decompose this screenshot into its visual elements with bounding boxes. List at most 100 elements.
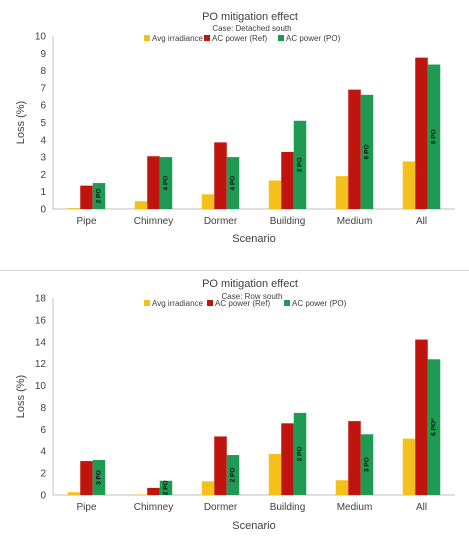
bar: [134, 201, 148, 209]
y-tick-label: 2: [40, 469, 46, 480]
bar: [80, 461, 93, 495]
bar: [427, 359, 441, 495]
chart-svg: PO mitigation effect Case: Row south Avg i…: [15, 278, 455, 532]
chart-row-south: PO mitigation effect Case: Row south Avg i…: [0, 272, 469, 550]
bar-data-label: 2 PO: [163, 480, 170, 495]
bar: [201, 194, 215, 209]
bar: [348, 89, 361, 209]
chart-title: PO mitigation effect: [202, 11, 298, 23]
y-tick-label: 16: [35, 315, 47, 326]
x-axis-title: Scenario: [232, 520, 275, 532]
y-tick-label: 2: [40, 170, 46, 181]
legend-swatch: [144, 300, 150, 306]
bar: [159, 157, 173, 209]
y-tick-label: 4: [40, 135, 46, 146]
bar-data-label: 2 PO: [297, 157, 304, 172]
x-tick-label: Pipe: [76, 216, 96, 227]
legend-swatch: [278, 35, 284, 41]
y-tick-label: 10: [35, 381, 47, 392]
y-tick-label: 18: [35, 294, 47, 305]
legend-swatch: [144, 35, 150, 41]
bar: [281, 423, 294, 495]
bar: [214, 142, 227, 209]
bar-data-label: 3 PO: [364, 457, 371, 472]
x-tick-label: Pipe: [76, 502, 96, 513]
bar: [268, 180, 282, 209]
bar: [92, 183, 106, 209]
chart-title: PO mitigation effect: [202, 278, 298, 290]
bar: [360, 94, 374, 209]
y-tick-label: 1: [40, 187, 46, 198]
bar: [402, 438, 416, 495]
bar: [226, 157, 240, 209]
bar: [226, 455, 240, 495]
bar: [134, 494, 148, 495]
bar-data-label: 2 PO: [230, 468, 237, 483]
y-tick-label: 9: [40, 49, 46, 60]
legend-label: AC power (PO): [292, 299, 347, 308]
x-tick-label: Building: [270, 502, 306, 513]
bar-data-label: 6 PO*: [431, 418, 438, 436]
y-tick-label: 6: [40, 101, 46, 112]
bar-data-label: 4 PO: [163, 176, 170, 191]
y-tick-label: 5: [40, 118, 46, 129]
y-tick-label: 14: [35, 337, 47, 348]
legend-label: AC power (Ref): [215, 299, 270, 308]
bar: [415, 57, 428, 209]
bar: [159, 480, 173, 495]
y-tick-label: 0: [40, 491, 46, 502]
legend-label: AC power (Ref): [212, 34, 267, 43]
y-tick-label: 6: [40, 425, 46, 436]
bar: [67, 492, 81, 495]
bar: [360, 434, 374, 495]
legend-swatch: [284, 300, 290, 306]
y-axis-title: Loss (%): [15, 101, 27, 144]
bar: [415, 339, 428, 495]
bar-data-label: 4 PO: [230, 176, 237, 191]
y-tick-label: 0: [40, 205, 46, 216]
bar: [201, 481, 215, 495]
bar: [348, 421, 361, 495]
y-tick-label: 3: [40, 153, 46, 164]
x-tick-label: Chimney: [134, 216, 173, 227]
bar: [268, 453, 282, 495]
bar: [281, 151, 294, 209]
x-tick-label: All: [416, 502, 427, 513]
bar-data-label: 2 PO: [96, 189, 103, 204]
bar: [335, 480, 349, 495]
bar: [293, 120, 307, 209]
y-tick-label: 8: [40, 403, 46, 414]
bar: [214, 436, 227, 495]
chart-subtitle: Case: Row south: [222, 292, 283, 301]
bar-data-label: 2 PO: [297, 447, 304, 462]
chart-detached-south: PO mitigation effect Case: Detached south…: [0, 0, 469, 270]
bar-data-label: 3 PO: [96, 470, 103, 485]
bar: [67, 208, 81, 209]
bar: [402, 161, 416, 209]
bar: [80, 185, 93, 209]
y-tick-label: 7: [40, 83, 46, 94]
bar: [335, 176, 349, 209]
bar-data-label: 8 PO: [431, 129, 438, 144]
y-tick-label: 4: [40, 447, 46, 458]
x-tick-label: Chimney: [134, 502, 173, 513]
legend-label: AC power (PO): [286, 34, 341, 43]
bar-data-label: 6 PO: [364, 145, 371, 160]
legend-label: Avg irradiance: [152, 34, 204, 43]
bar: [147, 156, 160, 209]
legend-swatch: [207, 300, 213, 306]
legend-swatch: [204, 35, 210, 41]
bar: [147, 487, 160, 495]
bar: [92, 459, 106, 495]
chart-divider: [0, 270, 469, 271]
bar: [293, 412, 307, 495]
x-tick-label: Building: [270, 216, 306, 227]
chart-subtitle: Case: Detached south: [212, 24, 291, 33]
bar: [427, 64, 441, 209]
x-axis-title: Scenario: [232, 233, 275, 245]
x-tick-label: All: [416, 216, 427, 227]
y-tick-label: 8: [40, 66, 46, 77]
x-tick-label: Dormer: [204, 216, 238, 227]
y-tick-label: 10: [35, 32, 47, 43]
